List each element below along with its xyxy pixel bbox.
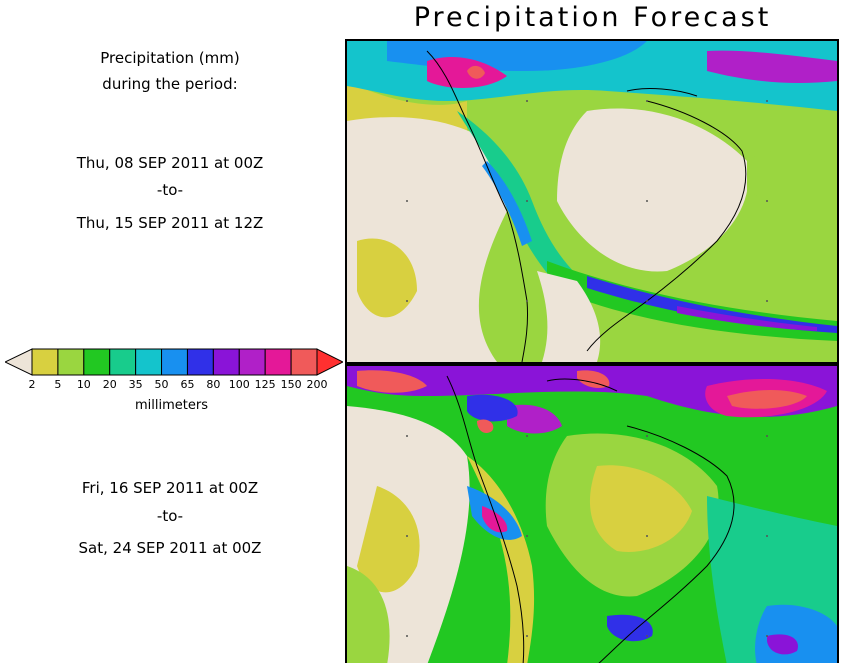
colorbar-under-arrow xyxy=(5,348,33,376)
heading-line-1: Precipitation (mm) xyxy=(100,49,240,67)
colorbar-swatch xyxy=(109,348,137,376)
colorbar-swatch xyxy=(135,348,163,376)
colorbar-tick-label: 80 xyxy=(206,378,221,391)
map-period-1 xyxy=(345,39,839,364)
colorbar-tick-label: 10 xyxy=(76,378,91,391)
period1-separator: -to- xyxy=(156,181,184,199)
colorbar-tick-label: 100 xyxy=(228,378,250,391)
period2-start: Fri, 16 SEP 2011 at 00Z xyxy=(81,479,259,497)
colorbar xyxy=(5,348,343,376)
colorbar-swatch xyxy=(238,348,266,376)
colorbar-swatch xyxy=(83,348,111,376)
colorbar-swatch xyxy=(290,348,318,376)
heading-line-2: during the period: xyxy=(102,75,238,93)
colorbar-tick-label: 50 xyxy=(154,378,169,391)
colorbar-swatch xyxy=(161,348,188,376)
colorbar-tick-label: 5 xyxy=(54,378,62,391)
colorbar-swatch xyxy=(264,348,292,376)
map-period-2 xyxy=(345,364,839,663)
colorbar-units: millimeters xyxy=(135,398,208,413)
colorbar-tick-label: 2 xyxy=(28,378,36,391)
colorbar-tick-label: 200 xyxy=(306,378,328,391)
colorbar-swatch xyxy=(186,348,214,376)
colorbar-tick-label: 125 xyxy=(254,378,276,391)
page-title: Precipitation Forecast xyxy=(413,2,772,33)
colorbar-tick-label: 150 xyxy=(280,378,302,391)
colorbar-ticks: 2 5 10 20 35 50 65 80 100 125 150 200 xyxy=(0,378,343,394)
period1-start: Thu, 08 SEP 2011 at 00Z xyxy=(76,154,264,172)
colorbar-tick-label: 65 xyxy=(180,378,195,391)
colorbar-tick-label: 35 xyxy=(128,378,143,391)
colorbar-swatch xyxy=(212,348,240,376)
colorbar-tick-label: 20 xyxy=(102,378,117,391)
colorbar-over-arrow xyxy=(316,348,343,376)
period2-end: Sat, 24 SEP 2011 at 00Z xyxy=(78,539,262,557)
colorbar-swatch xyxy=(31,348,59,376)
period2-separator: -to- xyxy=(156,507,184,525)
colorbar-swatch xyxy=(57,348,85,376)
period1-end: Thu, 15 SEP 2011 at 12Z xyxy=(76,214,264,232)
